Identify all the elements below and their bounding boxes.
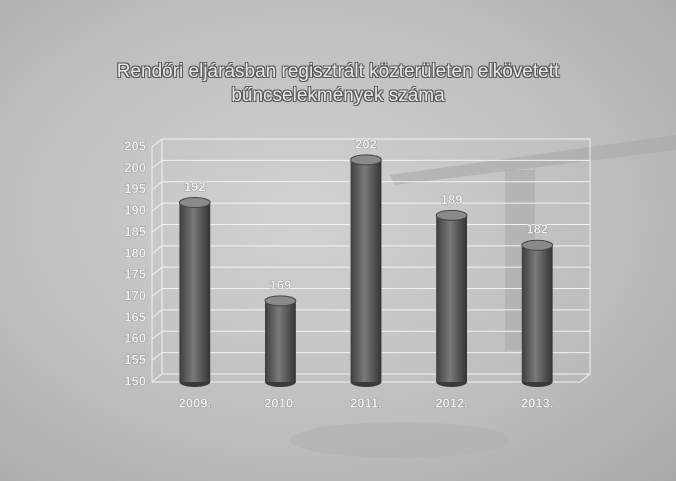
grid-line — [151, 138, 163, 148]
y-tick-label: 185 — [124, 224, 146, 239]
bar — [350, 159, 382, 382]
chart-title: Rendőri eljárásban regisztrált közterüle… — [116, 61, 560, 106]
grid-line — [151, 373, 163, 383]
grid-line — [151, 224, 163, 233]
x-tick-label: 2011. — [350, 395, 382, 410]
y-tick-label: 205 — [124, 138, 146, 153]
y-tick-label: 165 — [124, 309, 146, 324]
bar-cap — [521, 239, 554, 251]
x-tick-label: 2013. — [521, 395, 554, 410]
bar-cap — [264, 295, 297, 307]
data-label: 182 — [526, 222, 548, 237]
grid-line — [151, 266, 163, 276]
grid-line — [151, 309, 163, 319]
grid-line — [151, 330, 163, 340]
data-label: 202 — [355, 136, 377, 151]
y-tick-label: 200 — [124, 160, 146, 175]
bar — [521, 245, 553, 382]
data-label: 192 — [184, 179, 206, 194]
bar-cap — [178, 197, 211, 209]
grid-line — [151, 181, 163, 191]
y-tick-label: 175 — [124, 267, 146, 282]
grid-line — [151, 202, 163, 212]
y-tick-label: 170 — [124, 288, 146, 303]
x-tick-label: 2010. — [264, 395, 297, 410]
bar-cap — [350, 154, 382, 166]
bar — [179, 202, 211, 382]
bar — [264, 300, 296, 382]
y-tick-label: 190 — [124, 203, 146, 218]
y-tick-label: 150 — [124, 373, 146, 388]
y-tick-label: 155 — [124, 352, 146, 367]
data-label: 189 — [441, 192, 463, 207]
x-tick-label: 2012. — [435, 395, 468, 410]
bar-cap — [435, 209, 468, 221]
data-label: 169 — [270, 277, 292, 292]
y-tick-label: 180 — [124, 245, 146, 260]
grid-line — [151, 352, 163, 362]
grid-line — [151, 288, 163, 297]
floor-edge — [579, 373, 591, 383]
y-tick-label: 160 — [124, 331, 146, 346]
grid-line — [151, 245, 163, 255]
bar — [436, 215, 468, 382]
y-tick-label: 195 — [124, 181, 146, 196]
x-tick-label: 2009. — [179, 395, 212, 410]
grid-line — [151, 159, 163, 169]
